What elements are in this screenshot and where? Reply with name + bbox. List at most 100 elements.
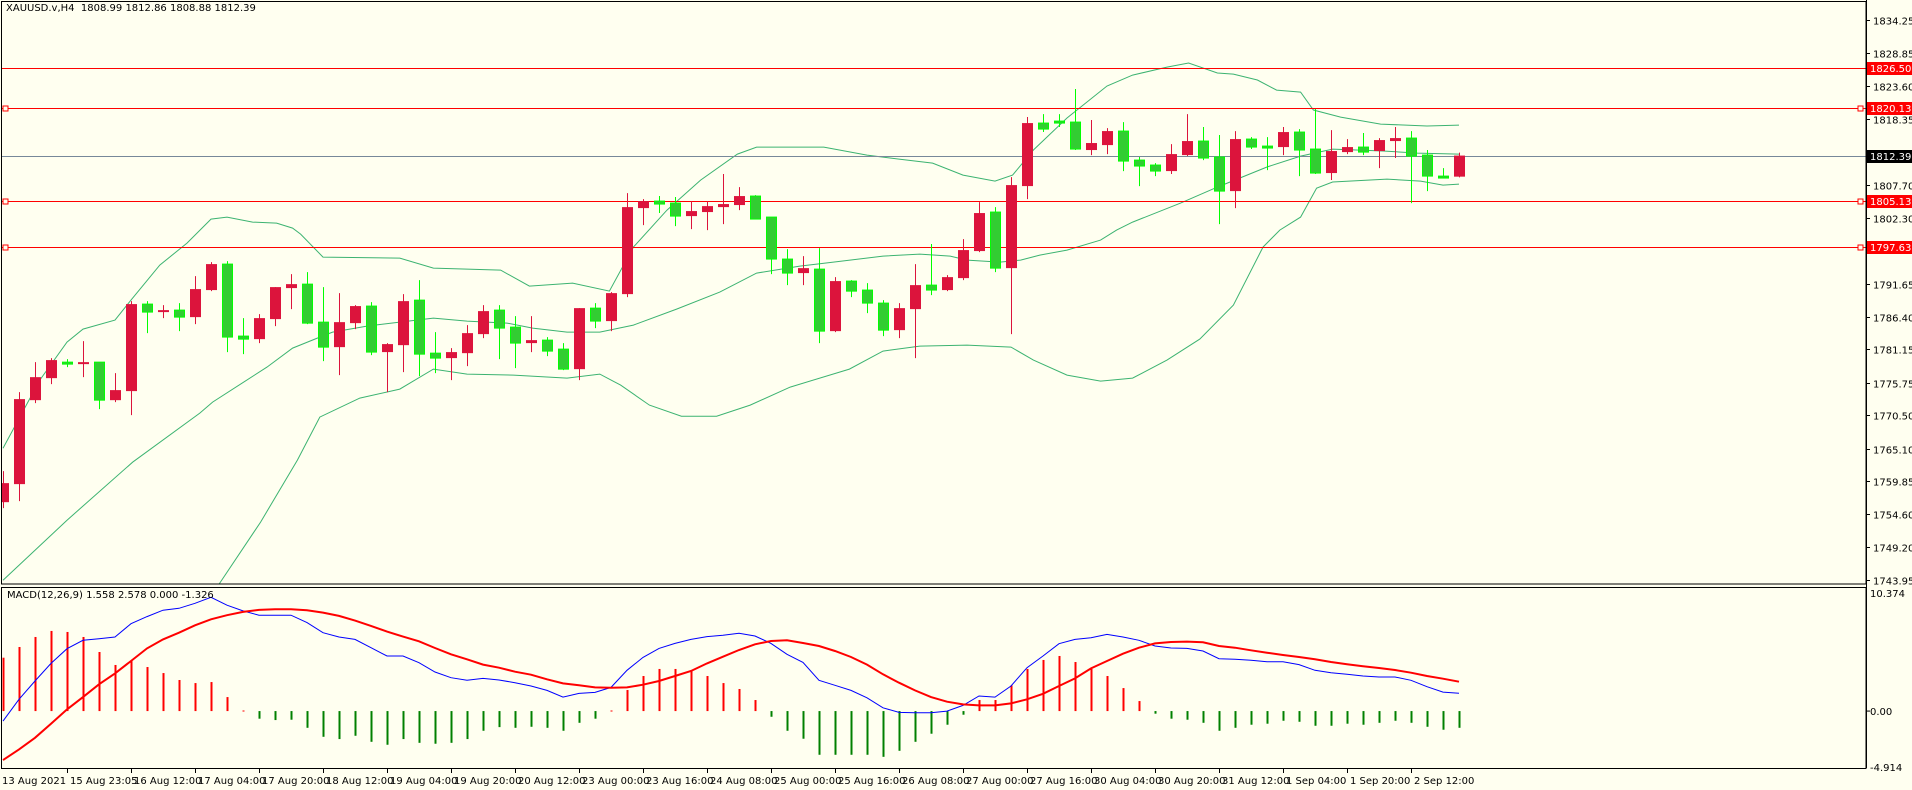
candle[interactable] (702, 201, 713, 231)
level-anchor-right-icon[interactable] (1857, 105, 1864, 112)
candle[interactable] (814, 248, 825, 344)
level-anchor-right-icon[interactable] (1857, 198, 1864, 205)
level-anchor-right-icon[interactable] (1857, 244, 1864, 251)
candle[interactable] (142, 301, 153, 334)
candle[interactable] (126, 301, 137, 416)
candle[interactable] (110, 373, 121, 403)
candle[interactable] (1214, 135, 1225, 225)
candle[interactable] (30, 362, 41, 404)
candle[interactable] (750, 195, 761, 220)
candle[interactable] (862, 283, 873, 314)
candle[interactable] (1310, 109, 1321, 175)
candle[interactable] (158, 305, 169, 319)
candle[interactable] (430, 332, 441, 374)
candle[interactable] (990, 207, 1001, 273)
candle[interactable] (974, 202, 985, 253)
candle[interactable] (1358, 133, 1369, 156)
candle[interactable] (590, 303, 601, 329)
candle[interactable] (718, 174, 729, 225)
candle[interactable] (910, 264, 921, 359)
candle[interactable] (622, 193, 633, 298)
candle[interactable] (94, 361, 105, 410)
candle[interactable] (686, 201, 697, 230)
candle[interactable] (1454, 152, 1465, 178)
candle[interactable] (1374, 138, 1385, 169)
macd-panel[interactable] (1, 587, 1867, 769)
candle[interactable] (526, 316, 537, 353)
candle[interactable] (558, 343, 569, 371)
candle[interactable] (190, 276, 201, 325)
candle[interactable] (1134, 157, 1145, 187)
level-anchor-left-icon[interactable] (2, 244, 9, 251)
candle[interactable] (1230, 131, 1241, 209)
candle[interactable] (270, 287, 281, 327)
candle[interactable] (1102, 128, 1113, 155)
candle[interactable] (1278, 127, 1289, 156)
candle[interactable] (798, 256, 809, 286)
candle[interactable] (478, 305, 489, 339)
candle[interactable] (542, 337, 553, 357)
candle[interactable] (782, 249, 793, 286)
candle[interactable] (446, 348, 457, 381)
candle[interactable] (1022, 117, 1033, 200)
candle[interactable] (14, 392, 25, 502)
price-plot-area[interactable] (0, 62, 1866, 620)
candle[interactable] (222, 261, 233, 353)
candle[interactable] (1246, 137, 1257, 150)
candle[interactable] (1406, 131, 1417, 204)
candle[interactable] (1038, 114, 1049, 133)
candle[interactable] (1166, 144, 1177, 175)
candle[interactable] (62, 359, 73, 368)
level-anchor-left-icon[interactable] (2, 198, 9, 205)
candle[interactable] (1422, 150, 1433, 192)
candle[interactable] (878, 300, 889, 337)
candle[interactable] (318, 287, 329, 362)
candle[interactable] (366, 302, 377, 356)
candle[interactable] (414, 280, 425, 377)
candle[interactable] (1326, 130, 1337, 181)
candle[interactable] (734, 187, 745, 211)
candle[interactable] (1342, 139, 1353, 155)
candle[interactable] (1262, 137, 1273, 171)
candle[interactable] (574, 308, 585, 381)
candle[interactable] (942, 275, 953, 292)
candle[interactable] (206, 262, 217, 292)
candle[interactable] (0, 471, 9, 509)
candle[interactable] (1294, 129, 1305, 177)
candle[interactable] (494, 305, 505, 360)
candle[interactable] (350, 305, 361, 330)
candle[interactable] (382, 343, 393, 393)
candle[interactable] (1070, 89, 1081, 151)
candle[interactable] (654, 196, 665, 214)
candle[interactable] (606, 292, 617, 332)
candle[interactable] (926, 244, 937, 296)
candle[interactable] (1150, 163, 1161, 177)
candle[interactable] (1438, 168, 1449, 179)
candle[interactable] (670, 197, 681, 227)
candle[interactable] (174, 303, 185, 332)
candle[interactable] (46, 358, 57, 385)
candle[interactable] (254, 314, 265, 344)
price-panel[interactable] (0, 1, 1867, 621)
candle[interactable] (1006, 177, 1017, 335)
candle[interactable] (830, 277, 841, 333)
candle[interactable] (462, 325, 473, 367)
candle[interactable] (1182, 114, 1193, 157)
candle[interactable] (1118, 122, 1129, 172)
price-axis[interactable]: 1834.25 1828.85 1823.60 1818.35 1807.70 1802.… (1866, 0, 1912, 774)
level-anchor-left-icon[interactable] (2, 105, 9, 112)
candle[interactable] (1198, 127, 1209, 161)
candle[interactable] (1390, 127, 1401, 159)
candle[interactable] (846, 280, 857, 298)
candle[interactable] (1054, 114, 1065, 128)
candle[interactable] (638, 199, 649, 226)
candle[interactable] (958, 239, 969, 281)
candle[interactable] (894, 303, 905, 339)
candle[interactable] (78, 341, 89, 378)
candle[interactable] (766, 216, 777, 275)
candle[interactable] (334, 293, 345, 376)
candle[interactable] (286, 274, 297, 310)
candle[interactable] (510, 316, 521, 369)
